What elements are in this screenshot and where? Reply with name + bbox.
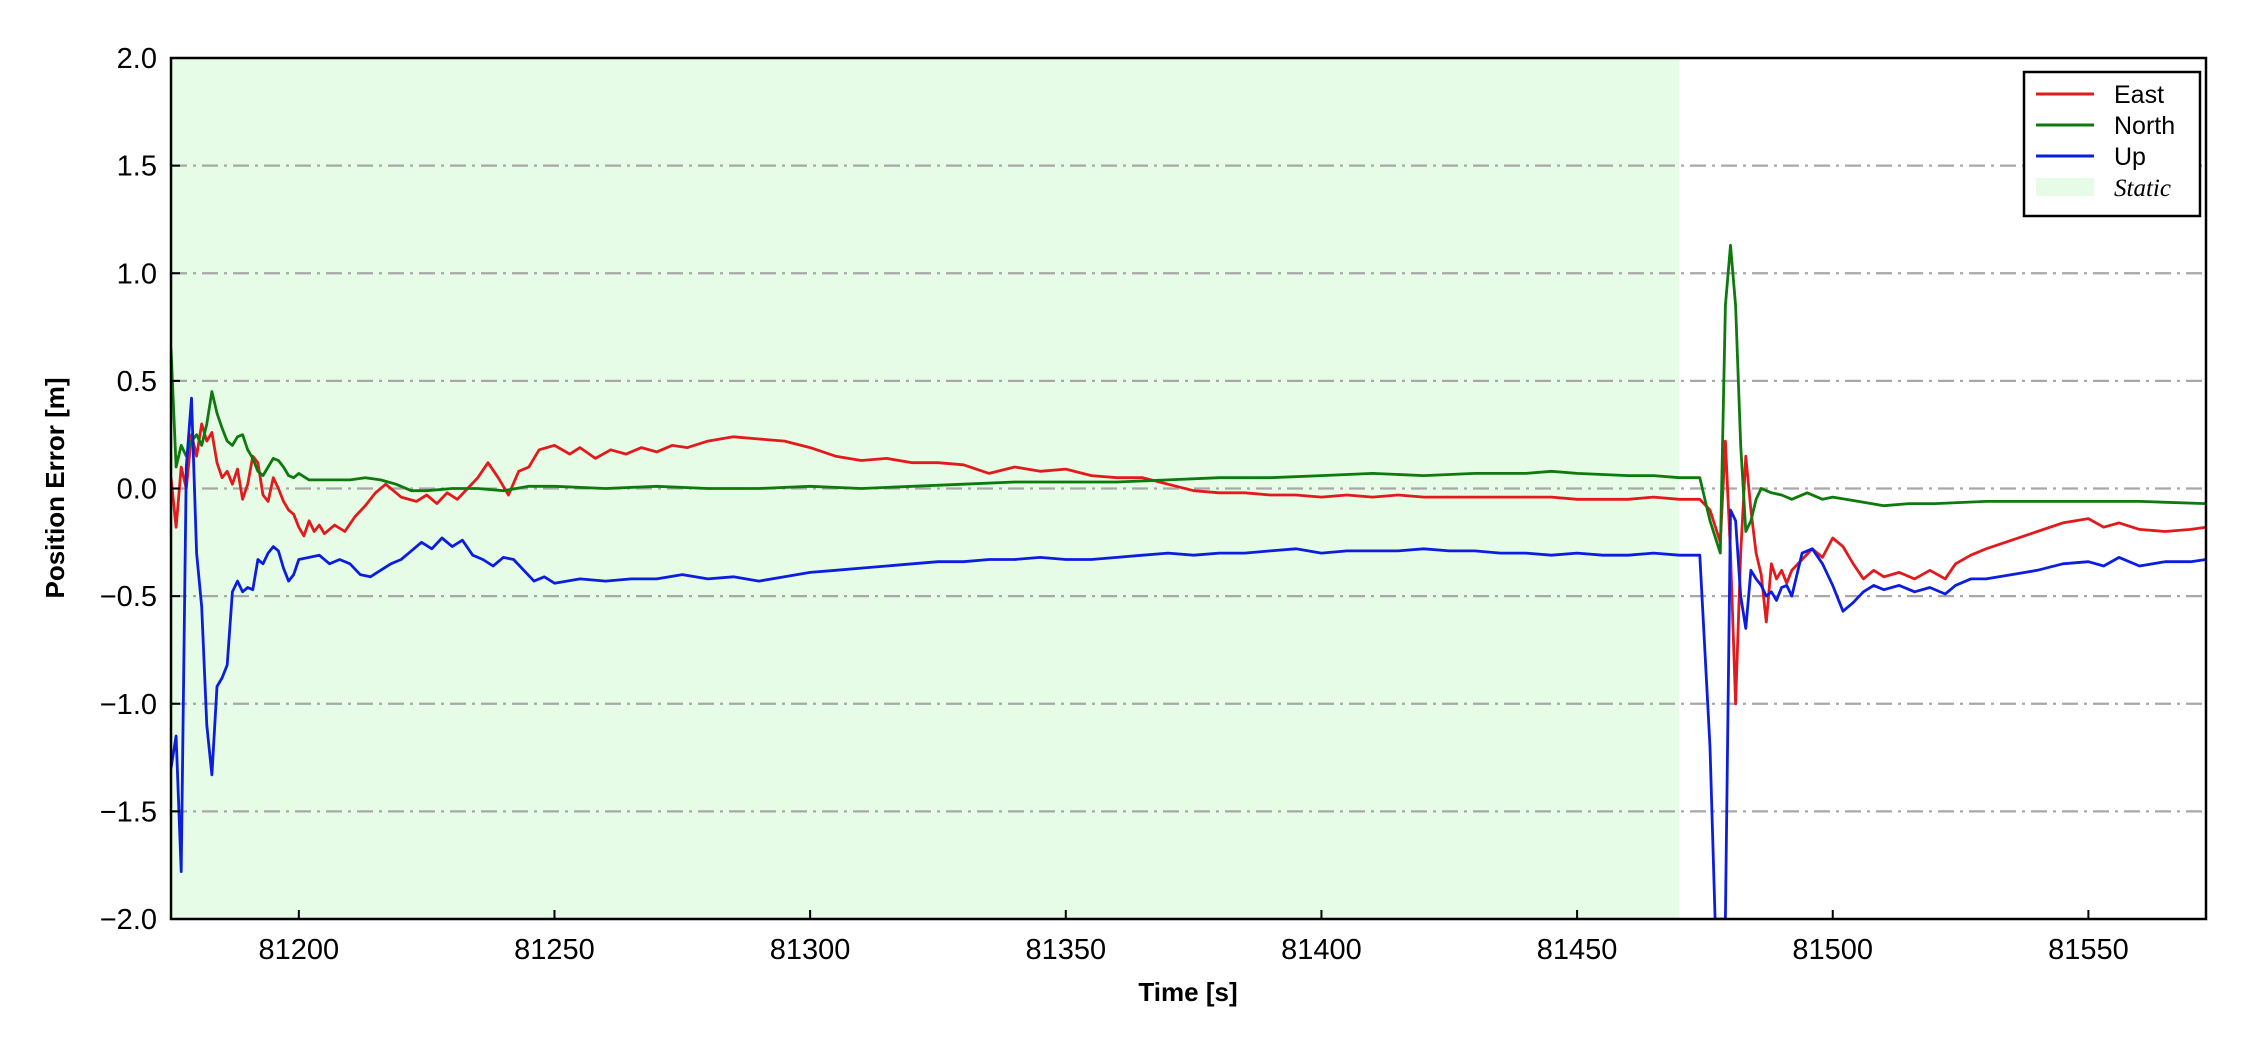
x-tick-label: 81450 (1537, 934, 1618, 966)
y-tick-label: −1.5 (100, 796, 157, 828)
legend-label-up: Up (2114, 143, 2146, 171)
y-axis-label: Position Error [m] (40, 377, 70, 598)
legend-swatch-static (2036, 178, 2094, 196)
y-tick-label: 1.0 (117, 258, 157, 290)
series-line-north (171, 243, 2206, 555)
y-tick-label: 0.5 (117, 366, 157, 398)
x-tick-label: 81250 (514, 934, 595, 966)
series-line-up (171, 396, 2206, 919)
x-axis-label: Time [s] (1138, 977, 1237, 1007)
legend-label-north: North (2114, 112, 2175, 140)
x-tick-label: 81300 (770, 934, 851, 966)
y-tick-label: 2.0 (117, 43, 157, 75)
y-tick-label: 0.0 (117, 474, 157, 506)
legend-label-static: Static (2114, 175, 2171, 202)
x-tick-label: 81400 (1281, 934, 1362, 966)
y-tick-label: −2.0 (100, 904, 157, 936)
legend-label-east: East (2114, 81, 2164, 109)
y-tick-label: −1.0 (100, 689, 157, 721)
legend: East North Up Static (2022, 70, 2202, 218)
y-tick-label: 1.5 (117, 151, 157, 183)
x-tick-label: 81350 (1025, 934, 1106, 966)
x-tick-label: 81550 (2048, 934, 2129, 966)
y-tick-label: −0.5 (100, 581, 157, 613)
x-tick-label: 81200 (258, 934, 339, 966)
x-tick-label: 81500 (1792, 934, 1873, 966)
